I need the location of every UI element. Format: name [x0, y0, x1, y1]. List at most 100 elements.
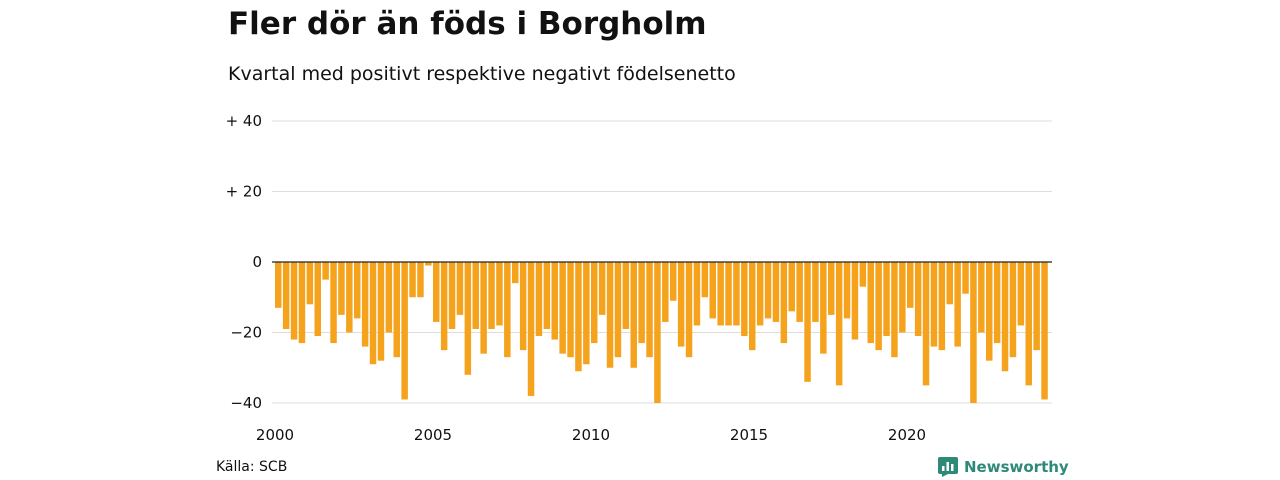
bar — [322, 262, 329, 280]
bar — [820, 262, 827, 354]
bar — [891, 262, 898, 358]
bar — [914, 262, 922, 337]
bar — [409, 262, 416, 298]
bar — [835, 262, 843, 386]
bar — [354, 262, 361, 319]
chart-title: Fler dör än föds i Borgholm — [228, 6, 707, 42]
bar — [1041, 262, 1048, 400]
bar — [780, 262, 788, 344]
bar — [456, 262, 464, 315]
bar — [338, 262, 345, 315]
bar — [1033, 262, 1040, 351]
bar — [306, 262, 314, 305]
bar — [930, 262, 938, 347]
bar — [614, 262, 622, 358]
bar — [654, 262, 661, 403]
bar — [622, 262, 630, 329]
newsworthy-logo-icon — [938, 457, 958, 477]
bar — [401, 262, 408, 400]
bar — [559, 262, 566, 354]
x-tick-label: 2000 — [256, 426, 294, 444]
bar — [504, 262, 511, 358]
y-tick-label: −40 — [230, 394, 262, 412]
bar — [282, 262, 290, 329]
bar — [749, 262, 756, 351]
bar — [907, 262, 914, 308]
bar — [425, 262, 432, 266]
bar — [701, 262, 709, 298]
bar — [361, 262, 369, 347]
y-tick-label: + 40 — [226, 112, 262, 130]
bar — [646, 262, 653, 358]
bar — [962, 262, 969, 294]
bar — [1009, 262, 1017, 358]
bar — [417, 262, 424, 298]
bar — [448, 262, 456, 329]
bar — [670, 262, 677, 301]
bar — [662, 262, 669, 322]
bar — [812, 262, 819, 322]
bar — [851, 262, 859, 340]
bar — [764, 262, 772, 319]
bar — [741, 262, 748, 337]
bar — [922, 262, 930, 386]
y-tick-label: 0 — [252, 253, 262, 271]
bar — [567, 262, 574, 358]
brand-logo[interactable]: Newsworthy — [938, 457, 1069, 477]
bar — [725, 262, 732, 326]
bar — [867, 262, 874, 344]
bar — [843, 262, 851, 319]
x-tick-label: 2005 — [414, 426, 452, 444]
bar — [575, 262, 582, 372]
bar — [488, 262, 495, 329]
bar — [883, 262, 890, 337]
bar — [519, 262, 527, 351]
bar — [1017, 262, 1025, 326]
bar — [733, 262, 740, 326]
bar — [393, 262, 400, 358]
bar — [535, 262, 543, 337]
bar — [377, 262, 385, 361]
bar — [978, 262, 985, 333]
bar — [693, 262, 701, 326]
bar — [480, 262, 487, 354]
bar — [433, 262, 440, 322]
bar — [598, 262, 606, 315]
bar — [298, 262, 306, 344]
bar — [638, 262, 645, 344]
bar — [677, 262, 685, 347]
bar — [946, 262, 953, 305]
bar — [772, 262, 780, 322]
bar — [938, 262, 946, 351]
bar — [275, 262, 282, 308]
x-tick-label: 2010 — [572, 426, 610, 444]
bar — [986, 262, 993, 361]
bar — [1001, 262, 1009, 372]
chart-subtitle: Kvartal med positivt respektive negativt… — [228, 63, 736, 85]
bar — [685, 262, 693, 358]
bars — [275, 262, 1048, 403]
bar — [369, 262, 377, 365]
bar — [290, 262, 298, 340]
bar — [804, 262, 811, 382]
bar — [496, 262, 503, 326]
bar — [527, 262, 535, 396]
x-axis-labels: 2000 2005 2010 2015 2020 — [256, 426, 926, 444]
bar — [606, 262, 614, 368]
bar — [440, 262, 448, 351]
bar — [828, 262, 835, 315]
source-note: Källa: SCB — [216, 459, 288, 475]
x-tick-label: 2015 — [730, 426, 768, 444]
bar — [583, 262, 590, 365]
x-tick-label: 2020 — [888, 426, 926, 444]
y-tick-label: + 20 — [226, 183, 262, 201]
bar — [512, 262, 519, 284]
bar — [346, 262, 353, 333]
bar — [591, 262, 598, 344]
bar — [472, 262, 479, 329]
brand-name: Newsworthy — [964, 458, 1069, 476]
bar — [954, 262, 961, 347]
bar — [859, 262, 867, 287]
bar — [630, 262, 637, 368]
